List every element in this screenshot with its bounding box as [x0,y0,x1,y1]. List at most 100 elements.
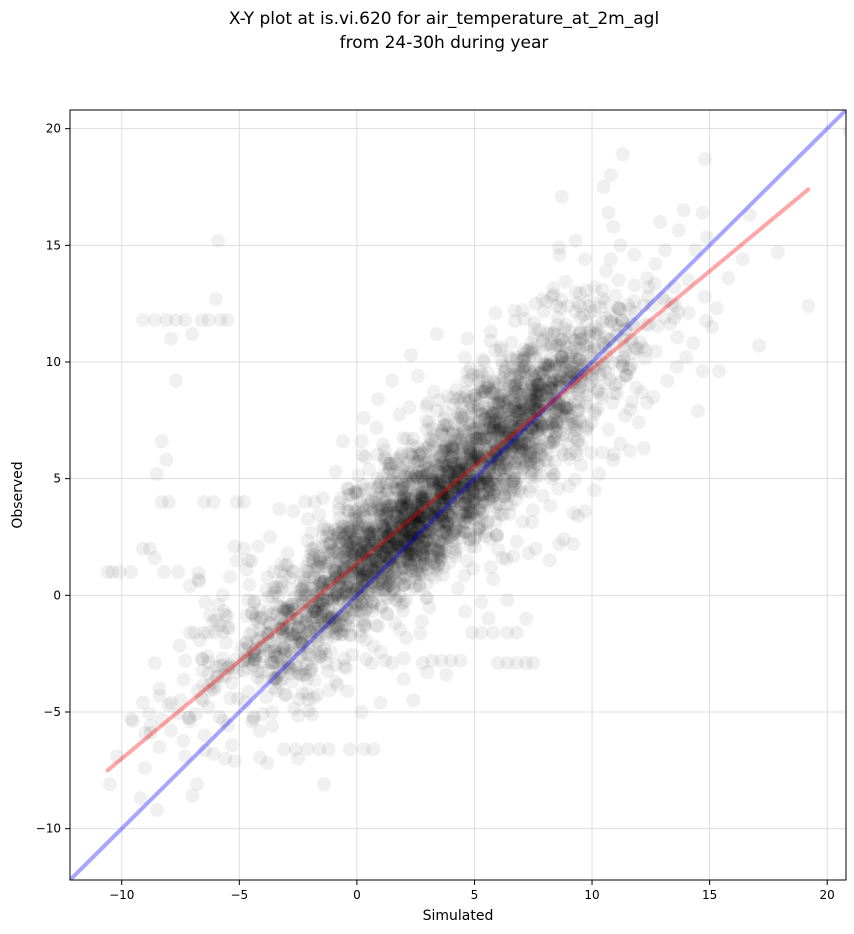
data-point [615,358,630,373]
data-point [273,564,288,579]
data-point [484,482,499,497]
data-point [385,490,400,505]
data-point [299,647,314,662]
data-point [331,530,346,545]
data-point [415,508,430,523]
data-point [459,553,474,568]
data-point [386,579,401,594]
data-point [366,519,381,534]
data-point [502,484,517,499]
data-point [475,423,490,438]
data-point [608,288,623,303]
data-point [618,408,632,423]
data-point [408,513,423,528]
data-point [303,542,318,557]
data-point [155,712,170,727]
data-point [178,749,193,764]
data-point [352,564,367,579]
data-point [410,524,425,539]
data-point [337,564,352,578]
data-point [103,777,117,792]
data-point [530,423,544,438]
data-point [592,367,607,382]
data-point [322,624,337,639]
data-point [310,688,325,703]
data-point [290,629,304,644]
data-point [342,627,357,642]
data-point [521,546,536,561]
data-point [509,625,524,640]
data-point [507,479,522,494]
data-point [315,529,330,544]
data-point [412,566,427,581]
data-point [317,615,332,630]
data-point [105,565,120,579]
data-point [457,350,472,365]
data-point [340,684,355,698]
data-point [402,516,417,531]
data-point [483,456,498,471]
data-point [415,567,430,582]
data-point [278,558,293,573]
data-point [695,364,710,379]
data-point [388,505,403,520]
data-point [443,653,458,668]
data-point [688,243,703,257]
data-point [211,597,226,612]
data-point [305,551,320,566]
data-point [379,476,393,490]
data-point [414,527,429,542]
data-point [435,547,450,562]
data-point [392,407,407,422]
data-point [409,508,424,523]
data-point [425,510,440,525]
data-point [634,385,649,400]
data-point [439,505,454,520]
data-point [437,455,452,470]
data-point [328,522,343,537]
data-point [305,555,320,570]
data-point [198,743,213,758]
data-point [424,522,439,537]
data-point [464,458,478,473]
data-point [360,525,375,540]
data-point [386,531,401,546]
data-point [619,368,634,383]
data-point [491,458,506,472]
data-point [568,233,583,248]
data-point [310,603,324,618]
data-point [278,604,293,618]
data-point [412,487,427,502]
data-point [596,180,611,194]
data-point [238,695,253,710]
data-point [321,614,336,629]
data-point [434,507,449,522]
data-point [404,546,419,561]
data-point [625,394,639,409]
data-point [434,444,449,459]
data-point [391,558,406,573]
data-point [387,566,402,581]
data-point [474,595,489,610]
data-point [348,532,363,547]
data-point [315,592,330,607]
data-point [434,653,449,668]
data-point [627,247,642,262]
data-point [342,520,357,535]
data-point [554,292,569,307]
data-point [223,691,238,706]
data-point [393,541,408,556]
data-point [656,290,670,305]
data-point [406,450,421,465]
data-point [315,586,330,601]
data-point [403,557,418,571]
data-point [291,620,306,635]
data-point [485,396,500,411]
data-point [403,547,418,562]
data-point [486,373,501,388]
data-point [412,559,427,573]
data-point [360,553,375,568]
data-point [330,626,345,641]
data-point [523,452,538,467]
data-point [712,364,726,379]
